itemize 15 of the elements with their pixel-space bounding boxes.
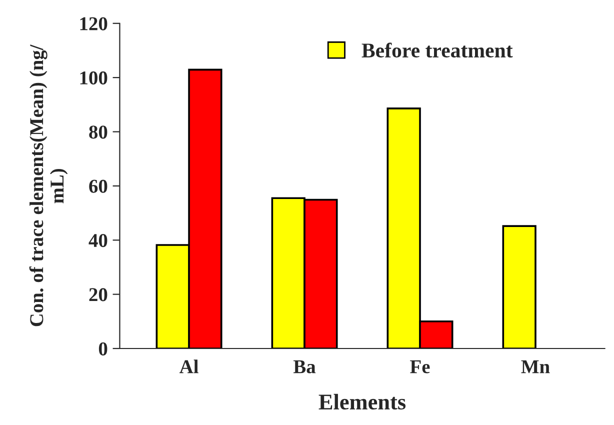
y-tick-label: 120: [80, 17, 108, 30]
y-tick-label: 100: [80, 71, 108, 84]
x-tick-label: Mn: [521, 360, 550, 374]
y-tick-label: 40: [88, 234, 108, 248]
y-tick-label: 20: [89, 288, 108, 302]
x-tick-label: Fe: [410, 360, 430, 374]
x-tick-label: Al: [179, 360, 198, 374]
y-tick-label: 0: [98, 342, 108, 356]
x-tick-label: Ba: [293, 360, 316, 374]
y-tick-label: 60: [89, 180, 108, 193]
x-axis-title: Elements: [318, 394, 406, 410]
legend-label: Before treatment: [362, 42, 513, 58]
y-tick-label: 80: [89, 126, 108, 139]
y-axis-title: Con. of trace elements(Mean) (ng/ mL): [29, 44, 68, 326]
bar: [502, 225, 536, 348]
